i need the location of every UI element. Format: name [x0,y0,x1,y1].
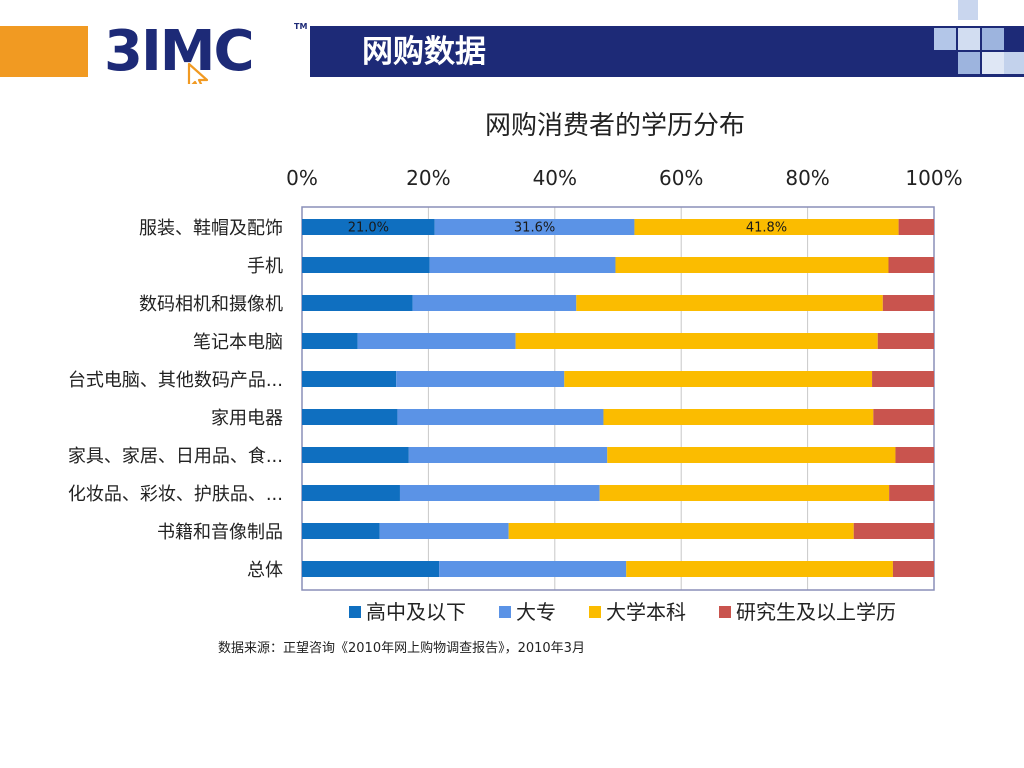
legend-label: 高中及以下 [366,600,466,624]
bar-segment [607,447,896,463]
bar-segment [873,409,934,425]
chart-title: 网购消费者的学历分布 [484,111,745,141]
category-label: 台式电脑、其他数码产品... [68,370,283,391]
legend-swatch [589,606,601,618]
logo-trademark: TM [294,22,308,31]
bar-segment [302,295,413,311]
category-label: 总体 [247,560,283,581]
category-label: 化妆品、彩妆、护肤品、... [68,484,283,505]
data-label: 31.6% [514,221,555,236]
bar-segment [302,257,430,273]
bar-segment [302,409,398,425]
category-label: 手机 [247,256,283,277]
bar-segment [626,561,893,577]
bar-segment [302,333,358,349]
bar-segment [302,219,435,235]
decor-square [982,52,1004,74]
bar-segment [515,333,878,349]
x-tick-label: 60% [659,166,703,190]
bar-segment [302,561,440,577]
x-tick-label: 100% [905,166,962,190]
bar-segment [599,485,890,501]
bar-segment [882,295,934,311]
legend-label: 大学本科 [606,600,686,624]
data-label: 41.8% [746,221,787,236]
bar-segment [564,371,873,387]
category-label: 服装、鞋帽及配饰 [139,218,283,239]
decor-square [934,28,956,50]
decor-square [958,0,978,20]
x-tick-label: 20% [406,166,450,190]
header-orange-block [0,26,88,77]
bar-segment [408,447,608,463]
bar-segment [302,371,397,387]
bar-segment [397,409,604,425]
legend-label: 研究生及以上学历 [736,600,896,624]
category-label: 笔记本电脑 [193,332,283,353]
bar-segment [898,219,934,235]
bar-segment [508,523,854,539]
legend-label: 大专 [516,600,556,624]
bar-segment [892,561,934,577]
bar-segment [615,257,889,273]
decor-square [958,28,980,50]
logo: 3IMC [104,19,255,84]
bar-segment [429,257,616,273]
bar-segment [872,371,934,387]
category-label: 数码相机和摄像机 [139,294,283,315]
page-title: 网购数据 [362,34,486,70]
category-label: 家具、家居、日用品、食... [68,446,283,467]
bar-segment [888,257,934,273]
bar-segment [634,219,899,235]
category-label: 家用电器 [211,408,283,429]
bar-segment [396,371,565,387]
bar-segment [895,447,934,463]
bar-segment [603,409,874,425]
category-label: 书籍和音像制品 [157,522,283,543]
bar-segment [302,485,400,501]
bar-segment [889,485,934,501]
x-tick-label: 40% [533,166,577,190]
legend-swatch [499,606,511,618]
bar-segment [412,295,577,311]
bar-segment [302,523,380,539]
bar-segment [379,523,509,539]
decor-square [982,28,1004,50]
bar-segment [576,295,883,311]
decor-square [958,52,980,74]
bar-segment [439,561,627,577]
bar-segment [302,447,409,463]
legend-swatch [719,606,731,618]
x-tick-label: 80% [785,166,829,190]
data-label: 21.0% [348,221,389,236]
bar-segment [853,523,934,539]
bar-segment [357,333,516,349]
bar-segment [877,333,934,349]
legend-swatch [349,606,361,618]
header-bar [310,26,1024,77]
decor-square [1004,52,1024,74]
plot-area-frame [301,206,935,591]
bar-segment [399,485,600,501]
bar-segment [434,219,635,235]
x-tick-label: 0% [286,166,318,190]
data-source-note: 数据来源：正望咨询《2010年网上购物调查报告》，2010年3月 [218,641,585,656]
